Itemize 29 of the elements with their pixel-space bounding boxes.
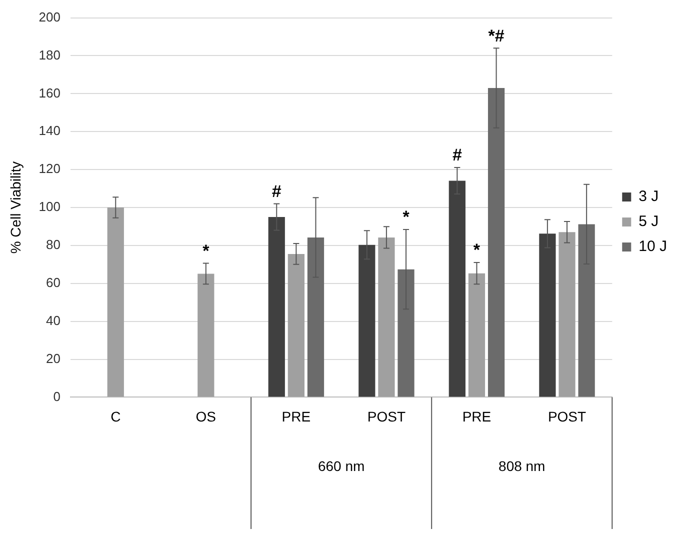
y-tick-label: 0 bbox=[53, 388, 60, 404]
x-tick-label: PRE bbox=[282, 408, 311, 424]
text: 808 nm bbox=[498, 458, 546, 474]
data-label: # bbox=[452, 146, 462, 165]
x-tick-label: POST bbox=[548, 408, 587, 424]
x-tick-label: PRE bbox=[462, 408, 492, 424]
y-tick-label: 100 bbox=[38, 199, 60, 214]
y-tick-label: 160 bbox=[38, 85, 60, 100]
text: 660 nm bbox=[318, 458, 365, 474]
y-tick-label: 60 bbox=[46, 274, 60, 290]
y-tick-label: 40 bbox=[46, 312, 60, 328]
data-label: * bbox=[202, 241, 210, 260]
x-tick-label: C bbox=[110, 408, 121, 424]
data-label: # bbox=[272, 182, 282, 201]
y-tick-label: 20 bbox=[46, 350, 60, 366]
y-tick-label: 200 bbox=[38, 9, 60, 24]
y-tick-label: 80 bbox=[46, 237, 60, 252]
legend-label: 3 J bbox=[638, 188, 659, 206]
data-label: * bbox=[402, 208, 410, 227]
x-tick-label: POST bbox=[367, 408, 406, 424]
data-label: * bbox=[473, 240, 480, 260]
y-tick-label: 180 bbox=[38, 47, 60, 62]
y-tick-label: 140 bbox=[38, 123, 60, 138]
y-tick-label: 120 bbox=[38, 161, 60, 176]
legend-label: 5 J bbox=[638, 213, 659, 230]
y-axis-title: % Cell Viability bbox=[7, 161, 24, 254]
data-label: *# bbox=[488, 26, 505, 46]
x-tick-label: OS bbox=[196, 408, 216, 424]
legend-label: 10 J bbox=[638, 238, 668, 256]
